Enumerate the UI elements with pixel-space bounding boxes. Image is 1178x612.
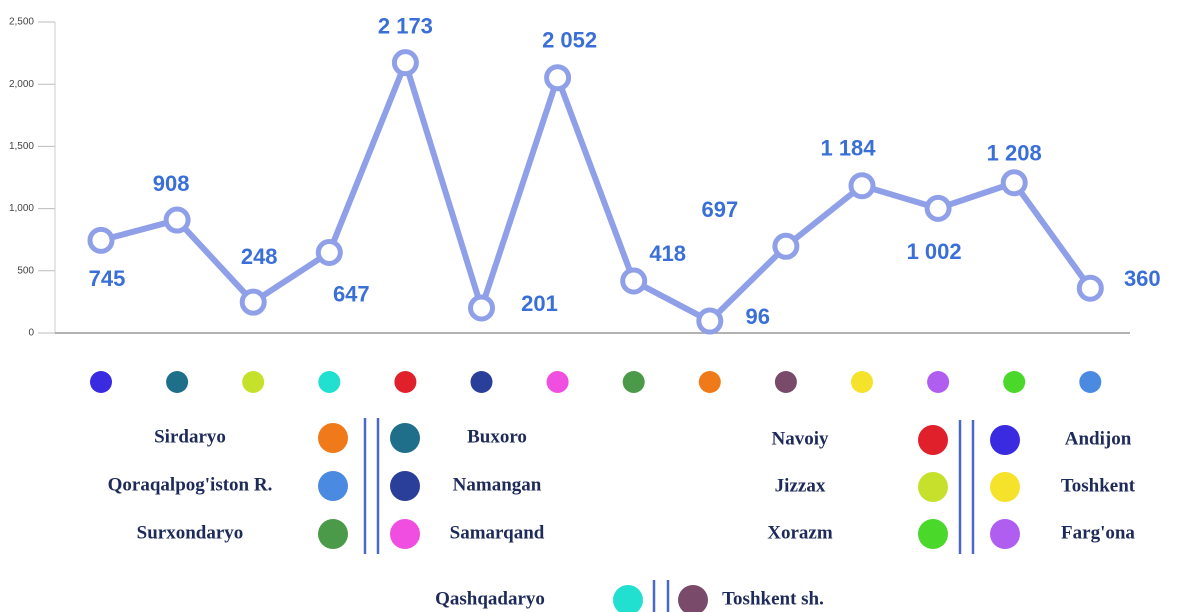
legend-swatch <box>990 472 1020 502</box>
y-tick-label: 1,500 <box>9 141 34 152</box>
point <box>391 49 419 77</box>
legend-label: Namangan <box>453 474 542 495</box>
legend-swatch <box>390 471 420 501</box>
point <box>1076 274 1104 302</box>
category-dot <box>318 371 341 393</box>
legend-label: Samarqand <box>450 522 545 543</box>
point <box>468 294 495 322</box>
legend-swatch <box>918 472 948 502</box>
point <box>772 232 800 260</box>
category-dot <box>622 371 645 393</box>
point <box>87 226 115 254</box>
point <box>696 307 724 335</box>
legend-swatch <box>390 519 420 549</box>
value-label: 697 <box>702 197 739 222</box>
value-label: 745 <box>89 266 126 291</box>
value-label: 908 <box>153 171 190 196</box>
y-tick-label: 1,000 <box>9 203 34 214</box>
point <box>315 239 343 267</box>
category-dot <box>851 371 873 393</box>
point <box>1000 169 1028 197</box>
legend-swatch <box>918 425 948 455</box>
legend-swatch <box>678 585 708 612</box>
category-dot <box>774 371 797 393</box>
legend-label: Surxondaryo <box>137 522 244 543</box>
category-dot <box>1003 371 1026 393</box>
legend-label: Farg'ona <box>1061 522 1135 543</box>
point <box>924 194 952 222</box>
y-tick-label: 2,000 <box>9 79 34 90</box>
value-label: 96 <box>746 304 770 329</box>
category-dot <box>470 371 493 393</box>
category-dot <box>166 371 189 393</box>
value-label: 2 052 <box>542 28 597 53</box>
legend-label: Xorazm <box>767 522 833 543</box>
value-label: 1 002 <box>907 239 962 264</box>
legend-label: Andijon <box>1065 428 1132 449</box>
value-label: 1 208 <box>987 141 1042 166</box>
category-dot <box>1079 371 1102 393</box>
category-dot <box>242 371 265 393</box>
legend-label: Toshkent sh. <box>722 588 824 609</box>
legend-label: Buxoro <box>467 426 527 447</box>
value-label: 647 <box>333 281 370 306</box>
value-label: 418 <box>649 241 686 266</box>
value-label: 2 173 <box>378 13 433 38</box>
category-dot <box>394 371 417 393</box>
legend-swatch <box>990 425 1020 455</box>
value-label: 1 184 <box>820 136 876 161</box>
y-tick-label: 2,500 <box>9 17 34 28</box>
value-label: 360 <box>1124 266 1161 291</box>
legend-swatch <box>318 519 348 549</box>
value-label: 248 <box>241 244 278 269</box>
category-dot <box>546 371 569 393</box>
point <box>163 206 191 234</box>
line <box>100 59 1093 325</box>
point <box>848 172 876 200</box>
point <box>239 288 267 316</box>
legend-label: Jizzax <box>775 475 826 496</box>
y-tick-label: 500 <box>17 265 34 276</box>
legend-swatch <box>318 471 348 501</box>
legend-label: Qashqadaryo <box>435 588 545 609</box>
legend-swatch <box>613 585 643 612</box>
legend-swatch <box>318 423 348 453</box>
legend-swatch <box>390 423 420 453</box>
point <box>620 267 648 295</box>
legend-label: Qoraqalpog'iston R. <box>108 474 273 495</box>
category-dot <box>698 371 721 393</box>
y-tick-label: 0 <box>28 328 34 339</box>
legend-label: Toshkent <box>1061 475 1136 496</box>
category-dot <box>90 371 112 393</box>
category-dot <box>927 371 950 393</box>
legend-swatch <box>918 519 948 549</box>
value-label: 201 <box>521 291 558 316</box>
point <box>544 64 572 92</box>
legend-swatch <box>990 519 1020 549</box>
legend-label: Navoiy <box>772 428 830 449</box>
legend-label: Sirdaryo <box>154 426 226 447</box>
